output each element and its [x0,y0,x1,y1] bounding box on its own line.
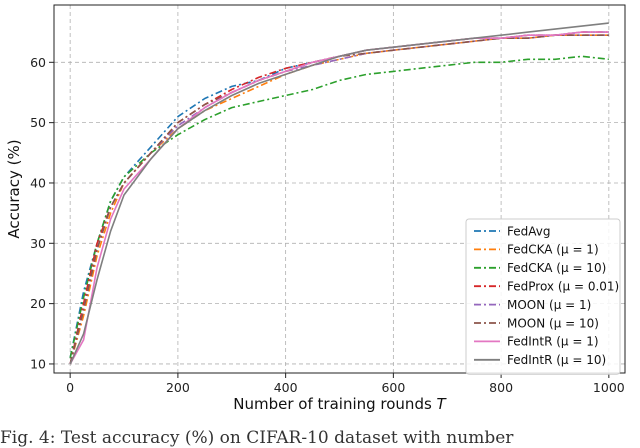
legend: FedAvg FedCKA (μ = 1) FedCKA (μ = 10) FedPr… [465,218,621,375]
x-tick-label: 800 [489,380,513,395]
x-tick-label: 600 [381,380,405,395]
legend-label-3: FedProx (μ = 0.01) [507,280,619,294]
plot-frame [53,4,626,374]
series-layer [69,22,609,365]
series-line-5 [69,34,609,365]
x-tick-label: 1000 [593,380,625,395]
y-tick-label: 50 [30,115,46,130]
legend-label-6: FedIntR (μ = 1) [507,335,599,349]
x-tick-label: 400 [274,380,298,395]
legend-label-1: FedCKA (μ = 1) [507,243,599,257]
legend-label-2: FedCKA (μ = 10) [507,261,606,275]
legend-label-7: FedIntR (μ = 10) [507,353,606,367]
x-tick-label: 0 [66,380,74,395]
x-axis-label-prefix: Number of training rounds [233,395,436,413]
y-axis-label: Accuracy (%) [5,139,23,238]
series-line-6 [69,31,609,365]
x-axis-label: Number of training rounds T [233,395,447,413]
y-tick-label: 10 [30,356,46,371]
axis-ticks: 0 200 400 600 800 1000 10 20 30 40 50 60 [30,55,625,395]
legend-label-0: FedAvg [507,224,550,238]
y-tick-label: 20 [30,296,46,311]
series-line-2 [69,55,609,359]
x-axis-label-variable: T [437,395,448,413]
grid [54,5,625,373]
legend-label-5: MOON (μ = 10) [507,316,599,330]
legend-label-4: MOON (μ = 1) [507,298,591,312]
y-tick-label: 60 [30,55,46,70]
series-line-7 [69,22,609,365]
figure-caption: Fig. 4: Test accuracy (%) on CIFAR-10 da… [0,428,514,448]
legend-box [465,218,621,375]
y-tick-label: 40 [30,175,46,190]
y-tick-label: 30 [30,236,46,251]
x-tick-label: 200 [166,380,190,395]
